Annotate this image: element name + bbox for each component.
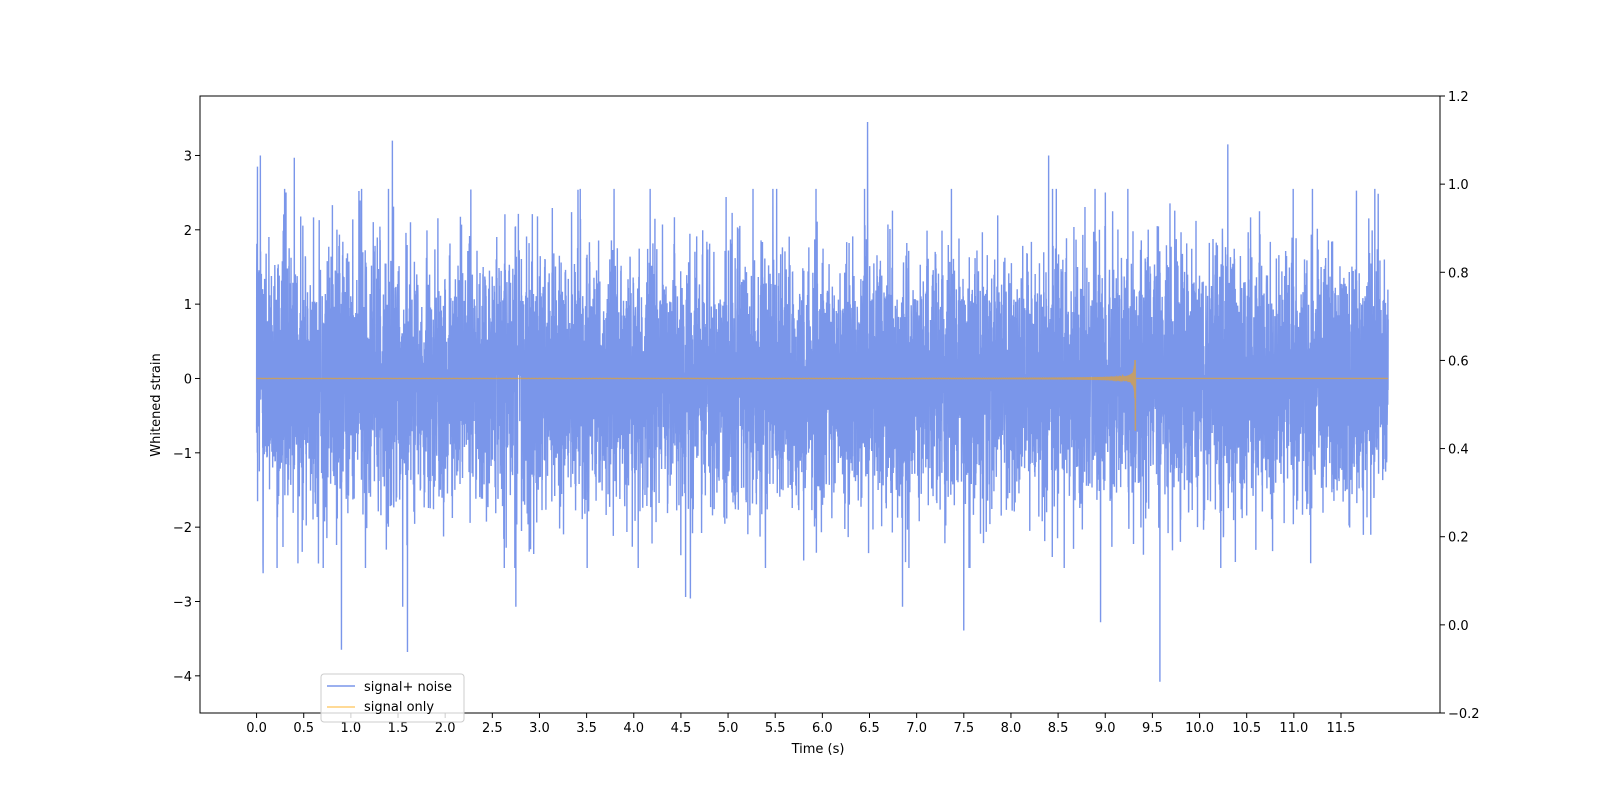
y-tick-label: 2: [184, 224, 192, 239]
legend-box: [320, 673, 465, 723]
x-tick-label: 5.0: [718, 721, 739, 736]
y-axis-left: −4 −3 −2 −1 0 1 2 3: [173, 149, 200, 685]
legend-label-signal-noise: signal+ noise: [364, 680, 452, 695]
x-tick-label: 6.0: [812, 721, 833, 736]
y2-tick-label: −0.2: [1448, 707, 1480, 722]
y2-tick-label: 1.2: [1448, 90, 1469, 105]
x-tick-label: 3.5: [576, 721, 597, 736]
x-tick-label: 1.5: [388, 721, 409, 736]
x-tick-label: 10.0: [1185, 721, 1214, 736]
y-tick-label: −4: [173, 670, 192, 685]
x-tick-label: 1.0: [341, 721, 362, 736]
y-tick-label: 1: [184, 298, 192, 313]
x-tick-label: 6.5: [859, 721, 880, 736]
x-tick-label: 7.5: [953, 721, 974, 736]
x-tick-label: 11.0: [1279, 721, 1308, 736]
axes-frame: [199, 95, 1441, 714]
y-tick-label: −3: [173, 595, 192, 610]
y2-tick-label: 0.8: [1448, 266, 1469, 281]
x-tick-label: 5.5: [765, 721, 786, 736]
y2-tick-label: 1.0: [1448, 178, 1469, 193]
legend-label-signal-only: signal only: [364, 700, 434, 715]
x-tick-label: 2.5: [482, 721, 503, 736]
y2-tick-label: 0.4: [1448, 443, 1469, 458]
x-tick-label: 3.0: [529, 721, 550, 736]
y-tick-label: 3: [184, 149, 192, 164]
y2-tick-label: 0.2: [1448, 531, 1469, 546]
x-tick-label: 8.5: [1048, 721, 1069, 736]
x-tick-label: 9.0: [1095, 721, 1116, 736]
legend: signal+ noise signal only: [320, 673, 465, 723]
y-tick-label: 0: [184, 372, 192, 387]
x-axis-label: Time (s): [791, 742, 845, 757]
series-signal-noise: [255, 122, 1389, 682]
plot-area: [255, 122, 1389, 682]
x-axis: 0.0 0.5 1.0 1.5 2.0 2.5 3.0 3.5 4.0 4.5 5.0 5.5 6.0 6…: [246, 713, 1355, 736]
x-tick-label: 4.0: [623, 721, 644, 736]
x-tick-label: 2.0: [435, 721, 456, 736]
y-tick-label: −2: [173, 521, 192, 536]
series-signal-only: [256, 360, 1389, 431]
y2-tick-label: 0.6: [1448, 354, 1469, 369]
x-tick-label: 4.5: [671, 721, 692, 736]
y2-tick-label: 0.0: [1448, 619, 1469, 634]
x-tick-label: 0.5: [293, 721, 314, 736]
x-tick-label: 11.5: [1327, 721, 1356, 736]
x-tick-label: 0.0: [246, 721, 267, 736]
y-axis-label: Whitened strain: [149, 353, 164, 456]
y-tick-label: −1: [173, 447, 192, 462]
x-tick-label: 8.0: [1001, 721, 1022, 736]
x-tick-label: 9.5: [1142, 721, 1163, 736]
x-tick-label: 10.5: [1232, 721, 1261, 736]
y-axis-right: −0.2 0.0 0.2 0.4 0.6 0.8 1.0 1.2: [1440, 90, 1480, 722]
x-tick-label: 7.0: [906, 721, 927, 736]
